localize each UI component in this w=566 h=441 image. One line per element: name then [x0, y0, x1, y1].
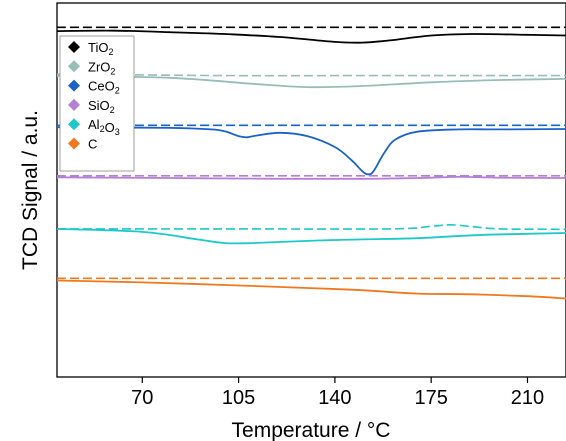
series-3-line	[56, 126, 566, 176]
legend-entry: C	[68, 137, 97, 152]
series-5-dashed-line	[57, 223, 566, 231]
x-axis-title: Temperature / °C	[232, 419, 391, 441]
series-2-line	[56, 75, 566, 89]
series-5-line	[56, 228, 566, 245]
legend-entry: ZrO2	[68, 59, 115, 76]
x-tick-label: 140	[318, 387, 351, 409]
x-tick-label: 70	[131, 387, 153, 409]
legend-label: TiO2	[88, 40, 113, 57]
legend-label: CeO2	[88, 79, 120, 96]
legend-entry: SiO2	[68, 98, 115, 115]
legend-marker	[68, 41, 80, 53]
legend-marker	[68, 98, 80, 111]
plot-frame	[56, 2, 566, 378]
x-tick-label: 175	[414, 387, 447, 409]
legend-marker	[68, 79, 80, 92]
x-tick-label: 105	[222, 387, 255, 409]
x-tick-label: 210	[511, 387, 544, 409]
legend-entry: Al2O3	[68, 117, 120, 137]
legend-entry: TiO2	[68, 40, 113, 57]
legend-marker	[68, 118, 80, 131]
series-4-line	[56, 175, 566, 180]
legend-label: C	[88, 137, 97, 152]
series-layer	[56, 26, 566, 300]
legend-marker	[68, 60, 80, 73]
legend-label: ZrO2	[88, 59, 115, 76]
x-ticks: 70 105 140 175 210	[131, 377, 544, 409]
series-6-line	[56, 279, 566, 300]
legend-marker	[68, 137, 80, 150]
legend-entry: CeO2	[68, 79, 120, 96]
y-axis-title: TCD Signal / a.u.	[19, 110, 42, 270]
series-1-line	[56, 29, 566, 44]
legend-label: SiO2	[88, 98, 115, 115]
legend-label: Al2O3	[88, 117, 120, 137]
